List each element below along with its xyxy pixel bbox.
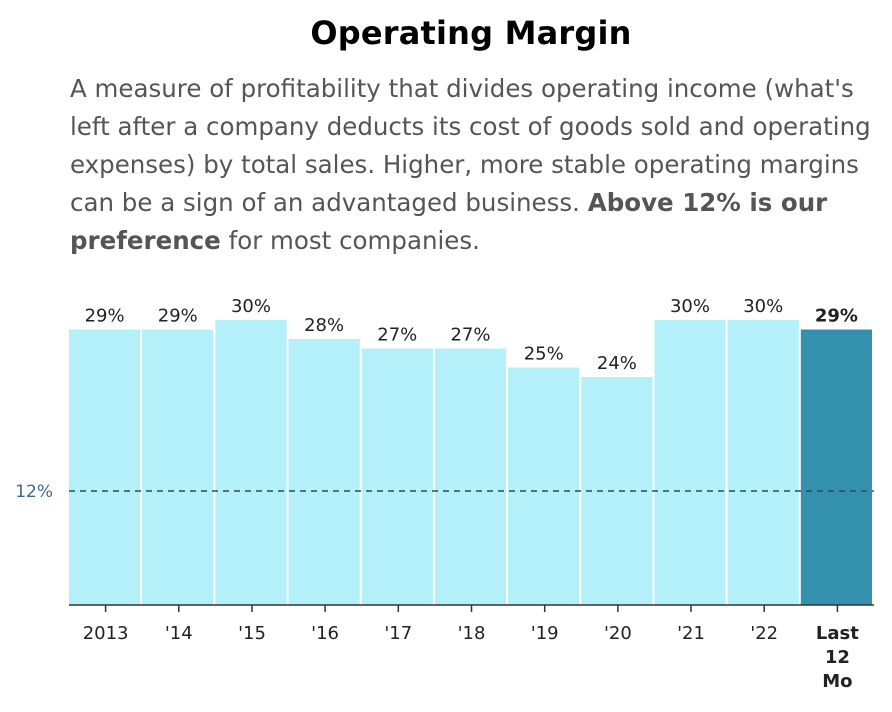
- data-label: 29%: [85, 306, 125, 327]
- description-bold: Above 12% is our preference: [70, 188, 828, 255]
- data-label: 27%: [450, 325, 490, 346]
- bar-highlight: [800, 329, 872, 605]
- data-label: 27%: [377, 325, 417, 346]
- bar: [434, 348, 507, 605]
- data-label: 25%: [524, 344, 564, 365]
- bar: [654, 320, 726, 605]
- data-label: 29%: [815, 306, 858, 327]
- reference-label: 12%: [15, 482, 53, 502]
- data-label: 30%: [743, 296, 783, 317]
- data-label: 30%: [231, 296, 271, 317]
- description-lead: A measure of profitability that divides …: [70, 74, 871, 217]
- x-tick-label: Last 12 Mo: [816, 623, 859, 692]
- bar: [581, 377, 653, 605]
- bar: [288, 339, 360, 605]
- x-tick-label: '21: [677, 623, 705, 644]
- x-tick-label: 2013: [83, 623, 129, 644]
- bar: [727, 320, 799, 605]
- x-tick-label: '15: [238, 623, 266, 644]
- data-label: 30%: [670, 296, 710, 317]
- x-tick-label: '16: [311, 623, 339, 644]
- data-label: 29%: [158, 306, 198, 327]
- bar: [69, 329, 141, 605]
- x-tick-label: '14: [165, 623, 193, 644]
- x-tick-label: '19: [531, 623, 559, 644]
- data-label: 24%: [597, 353, 637, 374]
- bar: [361, 348, 433, 605]
- bar: [142, 329, 214, 605]
- x-tick-label: '20: [604, 623, 632, 644]
- bar: [508, 367, 580, 605]
- x-tick-label: '18: [458, 623, 486, 644]
- chart-title: Operating Margin: [310, 14, 632, 52]
- description-tail: for most companies.: [220, 226, 480, 255]
- bar: [215, 320, 287, 605]
- x-tick-label: '22: [750, 623, 778, 644]
- x-tick-label: '17: [384, 623, 412, 644]
- chart-description: A measure of profitability that divides …: [70, 70, 885, 260]
- data-label: 28%: [304, 315, 344, 336]
